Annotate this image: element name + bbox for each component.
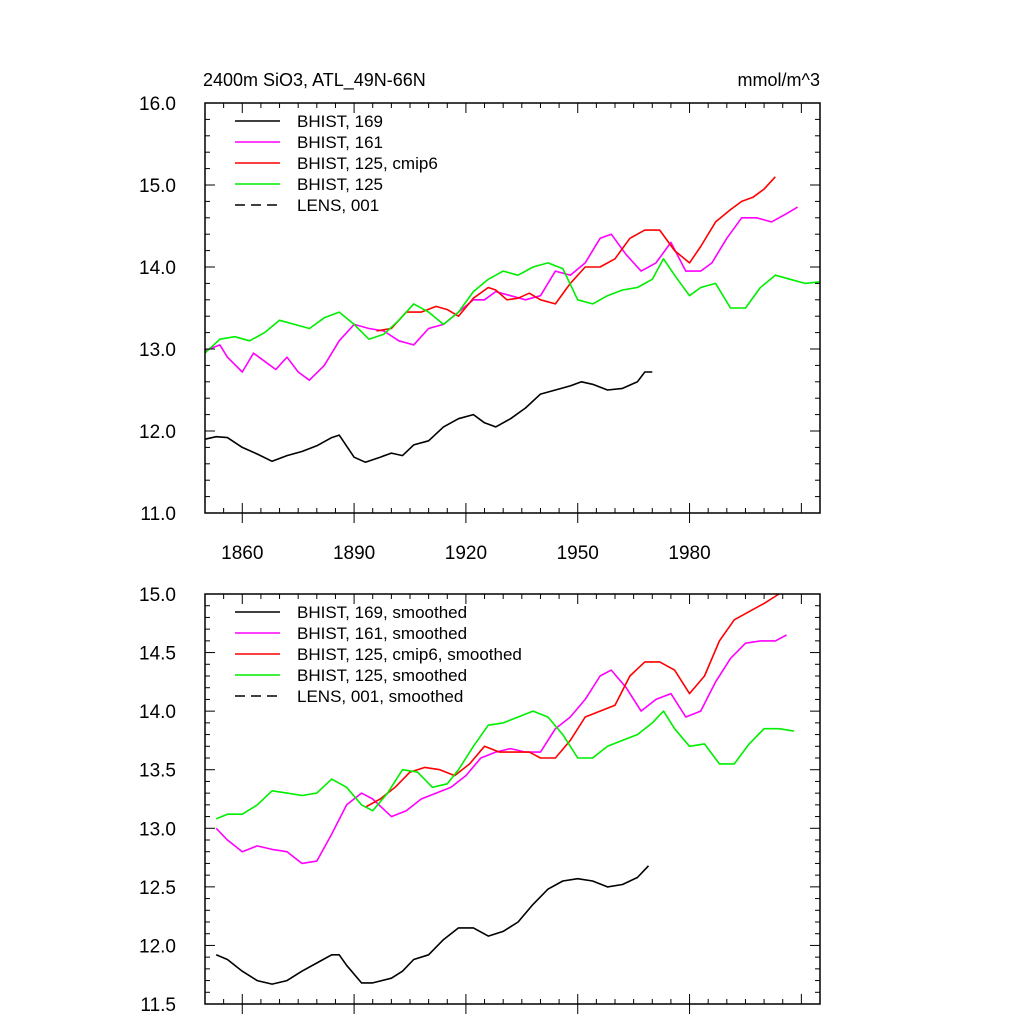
y-tick-label-13.0: 13.0	[139, 340, 176, 361]
series-line-bhist-125	[204, 258, 821, 354]
legend-label-bhist-125-smoothed: BHIST, 125, smoothed	[297, 666, 467, 685]
bottom-panel: 11.5 12.0 12.5 13.0 13.5 14.0 14.5 15.0 BHIST, …	[139, 585, 821, 1016]
series-line-bhist-169-smoothed	[215, 865, 650, 985]
y-tick-label-11.5: 11.5	[140, 995, 176, 1016]
y-tick-label-12.0: 12.0	[139, 936, 176, 957]
y-tick-label-16.0: 16.0	[139, 94, 176, 115]
bottom-panel-plot-frame	[204, 593, 821, 1005]
x-tick-label-1980: 1980	[668, 543, 710, 564]
legend-label-bhist-161-smoothed: BHIST, 161, smoothed	[297, 624, 467, 643]
bottom-panel-legend: BHIST, 169, smoothed BHIST, 161, smoothe…	[235, 603, 522, 706]
top-panel-title: 2400m SiO3, ATL_49N-66N	[203, 70, 426, 91]
legend-label-bhist-125-cmip6-smoothed: BHIST, 125, cmip6, smoothed	[297, 645, 522, 664]
series-line-bhist-125-cmip6-smoothed	[364, 593, 780, 808]
x-tick-label-1860: 1860	[221, 543, 263, 564]
top-panel-ticks: 1860 1890 1920 1950 1980 11.0 12.0 13.0 14.0 15.0…	[139, 94, 821, 564]
legend-label-bhist-161: BHIST, 161	[297, 133, 383, 152]
series-line-bhist-125-cmip6	[376, 176, 776, 332]
series-line-bhist-125-smoothed	[215, 710, 795, 820]
series-line-bhist-161-smoothed	[215, 634, 787, 865]
y-tick-label-15.0: 15.0	[139, 176, 176, 197]
legend-label-bhist-125-cmip6: BHIST, 125, cmip6	[297, 154, 438, 173]
series-line-bhist-161	[204, 206, 799, 381]
y-tick-label-13.5: 13.5	[139, 761, 176, 782]
x-tick-label-1920: 1920	[445, 543, 487, 564]
y-tick-label-13.0: 13.0	[139, 819, 176, 840]
y-tick-label-11.0: 11.0	[140, 504, 176, 525]
x-tick-label-1890: 1890	[333, 543, 375, 564]
y-tick-label-14.0: 14.0	[139, 258, 176, 279]
bottom-panel-series-lines	[215, 593, 795, 985]
legend-label-bhist-169-smoothed: BHIST, 169, smoothed	[297, 603, 467, 622]
series-line-bhist-169	[204, 371, 653, 463]
y-tick-label-14.0: 14.0	[139, 702, 176, 723]
x-tick-label-1950: 1950	[557, 543, 599, 564]
y-tick-label-12.5: 12.5	[139, 878, 176, 899]
top-panel-legend: BHIST, 169 BHIST, 161 BHIST, 125, cmip6 …	[235, 112, 438, 215]
legend-label-bhist-125: BHIST, 125	[297, 175, 383, 194]
top-panel-units: mmol/m^3	[738, 70, 820, 90]
legend-label-bhist-169: BHIST, 169	[297, 112, 383, 131]
y-tick-label-15.0: 15.0	[139, 585, 176, 606]
legend-label-lens-001-smoothed: LENS, 001, smoothed	[297, 687, 463, 706]
y-tick-label-14.5: 14.5	[139, 644, 176, 665]
top-panel-plot-frame	[204, 102, 821, 514]
legend-label-lens-001: LENS, 001	[297, 196, 379, 215]
top-panel: 2400m SiO3, ATL_49N-66N mmol/m^3 1860 189…	[139, 70, 821, 564]
y-tick-label-12.0: 12.0	[139, 422, 176, 443]
top-panel-series-lines	[204, 176, 821, 463]
